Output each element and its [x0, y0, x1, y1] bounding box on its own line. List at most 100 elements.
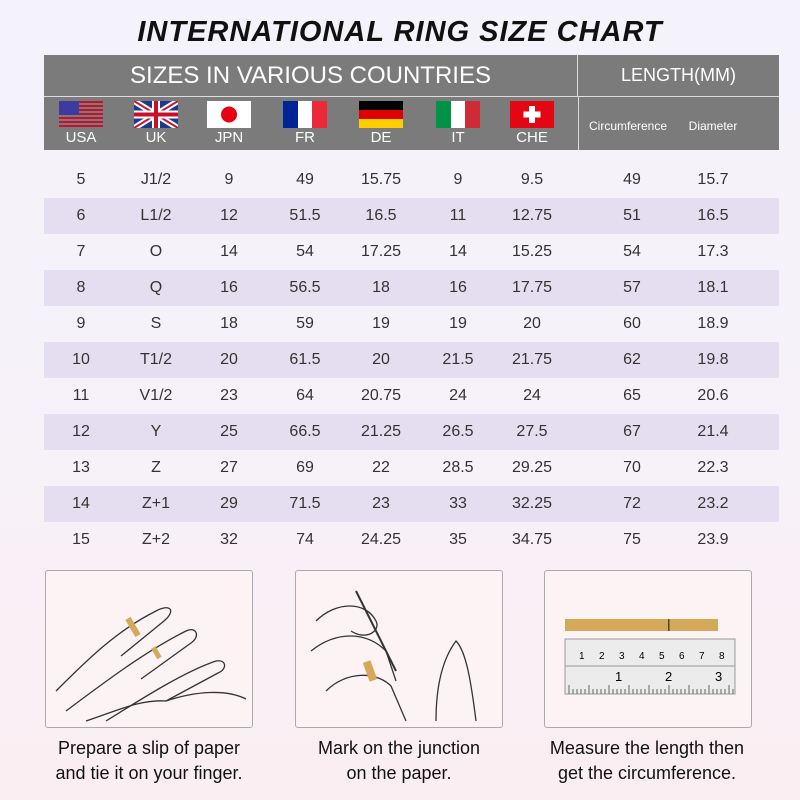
table-cell: 20	[372, 351, 390, 368]
italy-flag-icon	[436, 101, 480, 128]
table-cell: Z+1	[141, 495, 171, 512]
table-cell: 66.5	[289, 423, 321, 440]
table-cell: 18.1	[697, 279, 729, 296]
table-cell: Y	[150, 423, 162, 440]
table-cell: 22	[372, 459, 390, 476]
table-cell: 20	[523, 315, 541, 332]
table-cell: 6	[76, 207, 86, 224]
table-row: 8 Q 16 56.5 18 16 17.75 57 18.1	[44, 270, 779, 306]
table-cell: 75	[623, 531, 641, 548]
table-cell: L1/2	[140, 207, 172, 224]
table-cell: 34.75	[511, 531, 553, 548]
table-cell: 15.25	[511, 243, 553, 260]
table-row: 13 Z 27 69 22 28.5 29.25 70 22.3	[44, 450, 779, 486]
table-cell: 25	[220, 423, 238, 440]
table-cell: Z	[151, 459, 161, 476]
france-flag-icon	[283, 101, 327, 128]
table-cell: 32	[220, 531, 238, 548]
table-cell: Q	[149, 279, 163, 296]
caption-line: get the circumference.	[557, 763, 737, 783]
header-divider	[578, 97, 579, 150]
table-cell: 23	[372, 495, 390, 512]
uk-flag-icon	[134, 101, 178, 128]
table-cell: 26.5	[442, 423, 474, 440]
step-2-caption: Mark on the junction on the paper.	[269, 736, 529, 786]
table-cell: 18	[220, 315, 238, 332]
table-cell: V1/2	[139, 387, 173, 404]
table-cell: 12	[72, 423, 90, 440]
table-cell: 15	[72, 531, 90, 548]
table-cell: 17.75	[511, 279, 553, 296]
ruler-mark: 1	[615, 669, 622, 684]
country-code: DE	[370, 129, 392, 146]
table-cell: 15.7	[697, 171, 729, 188]
table-cell: 21.4	[697, 423, 729, 440]
ruler-mark: 3	[619, 651, 625, 662]
country-jpn: JPN	[199, 101, 259, 146]
table-cell: 69	[296, 459, 314, 476]
ruler-mark: 7	[699, 651, 705, 662]
table-cell: 54	[296, 243, 314, 260]
table-cell: 22.3	[697, 459, 729, 476]
germany-flag-icon	[359, 101, 403, 128]
ruler-mark: 8	[719, 651, 725, 662]
country-code: IT	[451, 129, 465, 146]
table-row: 5 J1/2 9 49 15.75 9 9.5 49 15.7	[44, 162, 779, 198]
table-cell: 60	[623, 315, 641, 332]
country-it: IT	[428, 101, 488, 146]
table-cell: 27.5	[516, 423, 548, 440]
ruler-mark: 2	[665, 669, 672, 684]
table-cell: 24	[449, 387, 467, 404]
table-cell: 51	[623, 207, 641, 224]
table-cell: 72	[623, 495, 641, 512]
table-row: 6 L1/2 12 51.5 16.5 11 12.75 51 16.5	[44, 198, 779, 234]
table-cell: 74	[296, 531, 314, 548]
table-cell: 11	[72, 387, 90, 404]
table-cell: 70	[623, 459, 641, 476]
table-cell: 20.75	[360, 387, 402, 404]
table-cell: 11	[449, 207, 467, 224]
ruler-mark: 5	[659, 651, 665, 662]
table-cell: 23.2	[697, 495, 729, 512]
table-cell: 29	[220, 495, 238, 512]
table-cell: 15.75	[360, 171, 402, 188]
table-cell: 9	[453, 171, 463, 188]
table-row: 11 V1/2 23 64 20.75 24 24 65 20.6	[44, 378, 779, 414]
table-cell: 51.5	[289, 207, 321, 224]
table-cell: Z+2	[141, 531, 171, 548]
table-cell: 8	[76, 279, 86, 296]
us-flag-icon	[59, 101, 103, 128]
table-cell: 9.5	[520, 171, 544, 188]
step-2-illustration	[295, 570, 503, 728]
table-cell: T1/2	[139, 351, 173, 368]
country-code: UK	[145, 129, 167, 146]
table-cell: 67	[623, 423, 641, 440]
ruler-mark: 4	[639, 651, 645, 662]
table-cell: S	[150, 315, 162, 332]
table-cell: 19	[449, 315, 467, 332]
circumference-header: Circumference	[588, 119, 668, 133]
table-row: 15 Z+2 32 74 24.25 35 34.75 75 23.9	[44, 522, 779, 558]
table-cell: 20.6	[697, 387, 729, 404]
length-header: LENGTH(MM)	[578, 55, 779, 97]
table-cell: 24	[523, 387, 541, 404]
country-code: FR	[295, 129, 315, 146]
table-cell: 61.5	[289, 351, 321, 368]
country-uk: UK	[126, 101, 186, 146]
table-row: 12 Y 25 66.5 21.25 26.5 27.5 67 21.4	[44, 414, 779, 450]
caption-line: on the paper.	[346, 763, 452, 783]
table-cell: 12.75	[511, 207, 553, 224]
step-1-caption: Prepare a slip of paper and tie it on you…	[19, 736, 279, 786]
step-3-caption: Measure the length then get the circumfer…	[517, 736, 777, 786]
table-cell: 9	[76, 315, 86, 332]
table-cell: 23.9	[697, 531, 729, 548]
table-cell: 10	[72, 351, 90, 368]
countries-header: SIZES IN VARIOUS COUNTRIES	[44, 55, 578, 97]
table-row: 10 T1/2 20 61.5 20 21.5 21.75 62 19.8	[44, 342, 779, 378]
table-cell: 21.25	[360, 423, 402, 440]
table-cell: 56.5	[289, 279, 321, 296]
table-cell: 17.3	[697, 243, 729, 260]
marking-paper-icon	[310, 590, 477, 722]
table-cell: 14	[449, 243, 467, 260]
